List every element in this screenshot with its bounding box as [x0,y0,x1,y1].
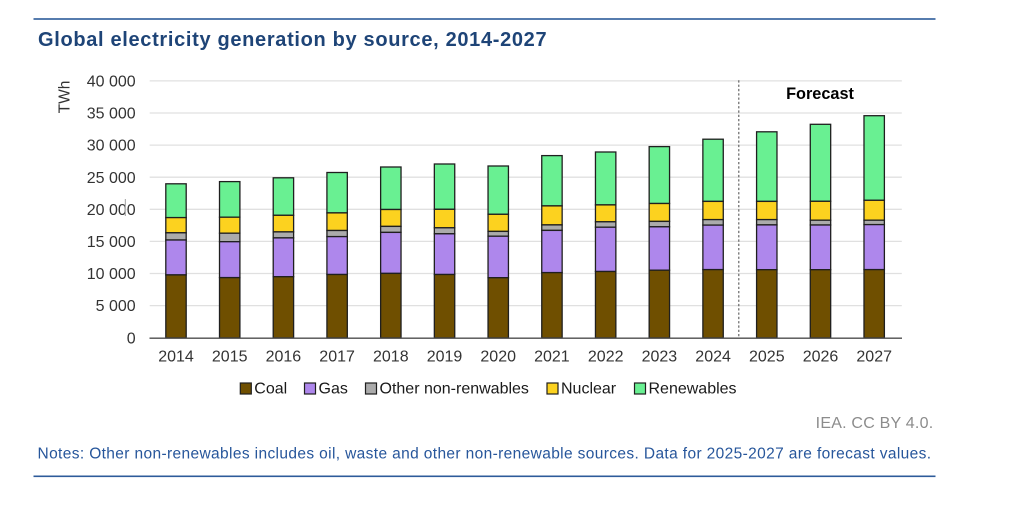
svg-text:0: 0 [127,330,136,347]
svg-text:15 000: 15 000 [87,234,136,251]
svg-text:Forecast: Forecast [786,85,854,103]
svg-text:Notes: Other non-renewables in: Notes: Other non-renewables includes oil… [38,446,932,463]
svg-text:TWh: TWh [57,81,74,114]
svg-text:2021: 2021 [534,349,570,366]
svg-text:2018: 2018 [373,349,409,366]
svg-text:2020: 2020 [480,349,516,366]
svg-text:Nuclear: Nuclear [561,381,617,398]
svg-text:2019: 2019 [427,349,463,366]
svg-text:40 000: 40 000 [87,74,136,91]
svg-text:2022: 2022 [588,349,624,366]
svg-text:2024: 2024 [695,349,731,366]
svg-text:5 000: 5 000 [96,298,136,315]
svg-text:Renewables: Renewables [649,381,737,398]
svg-text:2025: 2025 [749,349,785,366]
svg-text:2026: 2026 [803,349,839,366]
svg-text:2014: 2014 [158,349,194,366]
svg-text:Global electricity generation: Global electricity generation by source,… [38,29,547,51]
svg-text:20 000: 20 000 [87,202,136,219]
svg-text:2023: 2023 [642,349,678,366]
svg-text:25 000: 25 000 [87,170,136,187]
svg-text:Other non-renwables: Other non-renwables [380,381,529,398]
svg-text:10 000: 10 000 [87,266,136,283]
svg-text:2017: 2017 [319,349,355,366]
svg-text:35 000: 35 000 [87,106,136,123]
svg-text:Gas: Gas [319,381,348,398]
svg-text:2015: 2015 [212,349,248,366]
svg-text:Coal: Coal [254,381,287,398]
svg-text:2027: 2027 [856,349,892,366]
svg-text:IEA. CC BY 4.0.: IEA. CC BY 4.0. [816,415,934,432]
svg-text:2016: 2016 [266,349,302,366]
svg-text:30 000: 30 000 [87,138,136,155]
